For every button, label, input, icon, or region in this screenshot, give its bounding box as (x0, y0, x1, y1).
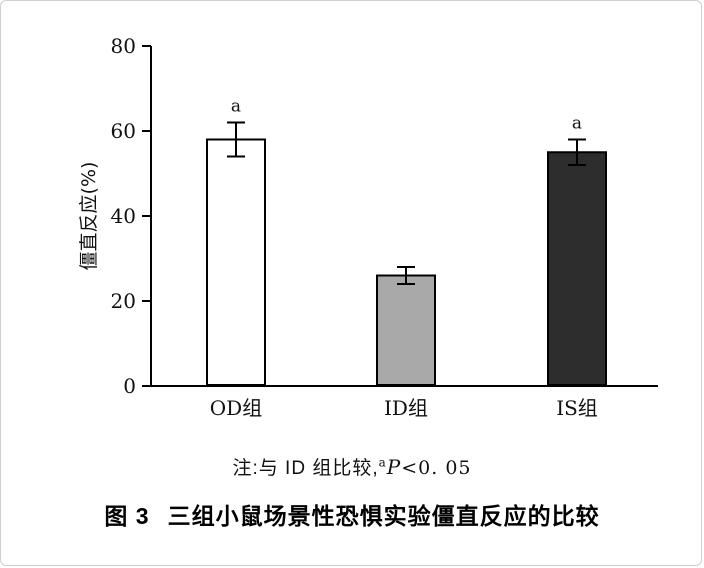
y-tick-label: 20 (111, 289, 136, 313)
bar-IS组 (547, 151, 607, 386)
category-label: OD组 (210, 396, 262, 420)
note-statistic: P (386, 455, 402, 479)
figure-caption: 图 3 三组小鼠场景性恐惧实验僵直反应的比较 (1, 497, 701, 531)
category-label: ID组 (384, 396, 428, 420)
significance-label: a (572, 114, 582, 134)
figure-note: 注:与 ID 组比较,aP<0. 05 (1, 453, 701, 480)
figure-number: 图 3 (104, 503, 150, 529)
bar-chart: 0 20 40 60 80 僵直反应(%) a OD组 ID组 a IS组 (78, 34, 658, 420)
y-tick-label: 40 (111, 204, 136, 228)
note-superscript: a (378, 455, 387, 470)
y-tick-label: 60 (111, 119, 136, 143)
bar-OD组 (206, 138, 266, 386)
bar-ID组 (376, 274, 436, 386)
category-label: IS组 (556, 396, 598, 420)
note-prefix: 注:与 ID 组比较, (232, 458, 379, 479)
figure-title: 三组小鼠场景性恐惧实验僵直反应的比较 (167, 503, 600, 529)
note-comparison: <0. 05 (401, 457, 472, 479)
significance-label: a (231, 97, 241, 117)
y-axis-label: 僵直反应(%) (78, 162, 100, 271)
y-tick-label: 0 (123, 374, 136, 398)
y-tick-label: 80 (111, 34, 136, 58)
